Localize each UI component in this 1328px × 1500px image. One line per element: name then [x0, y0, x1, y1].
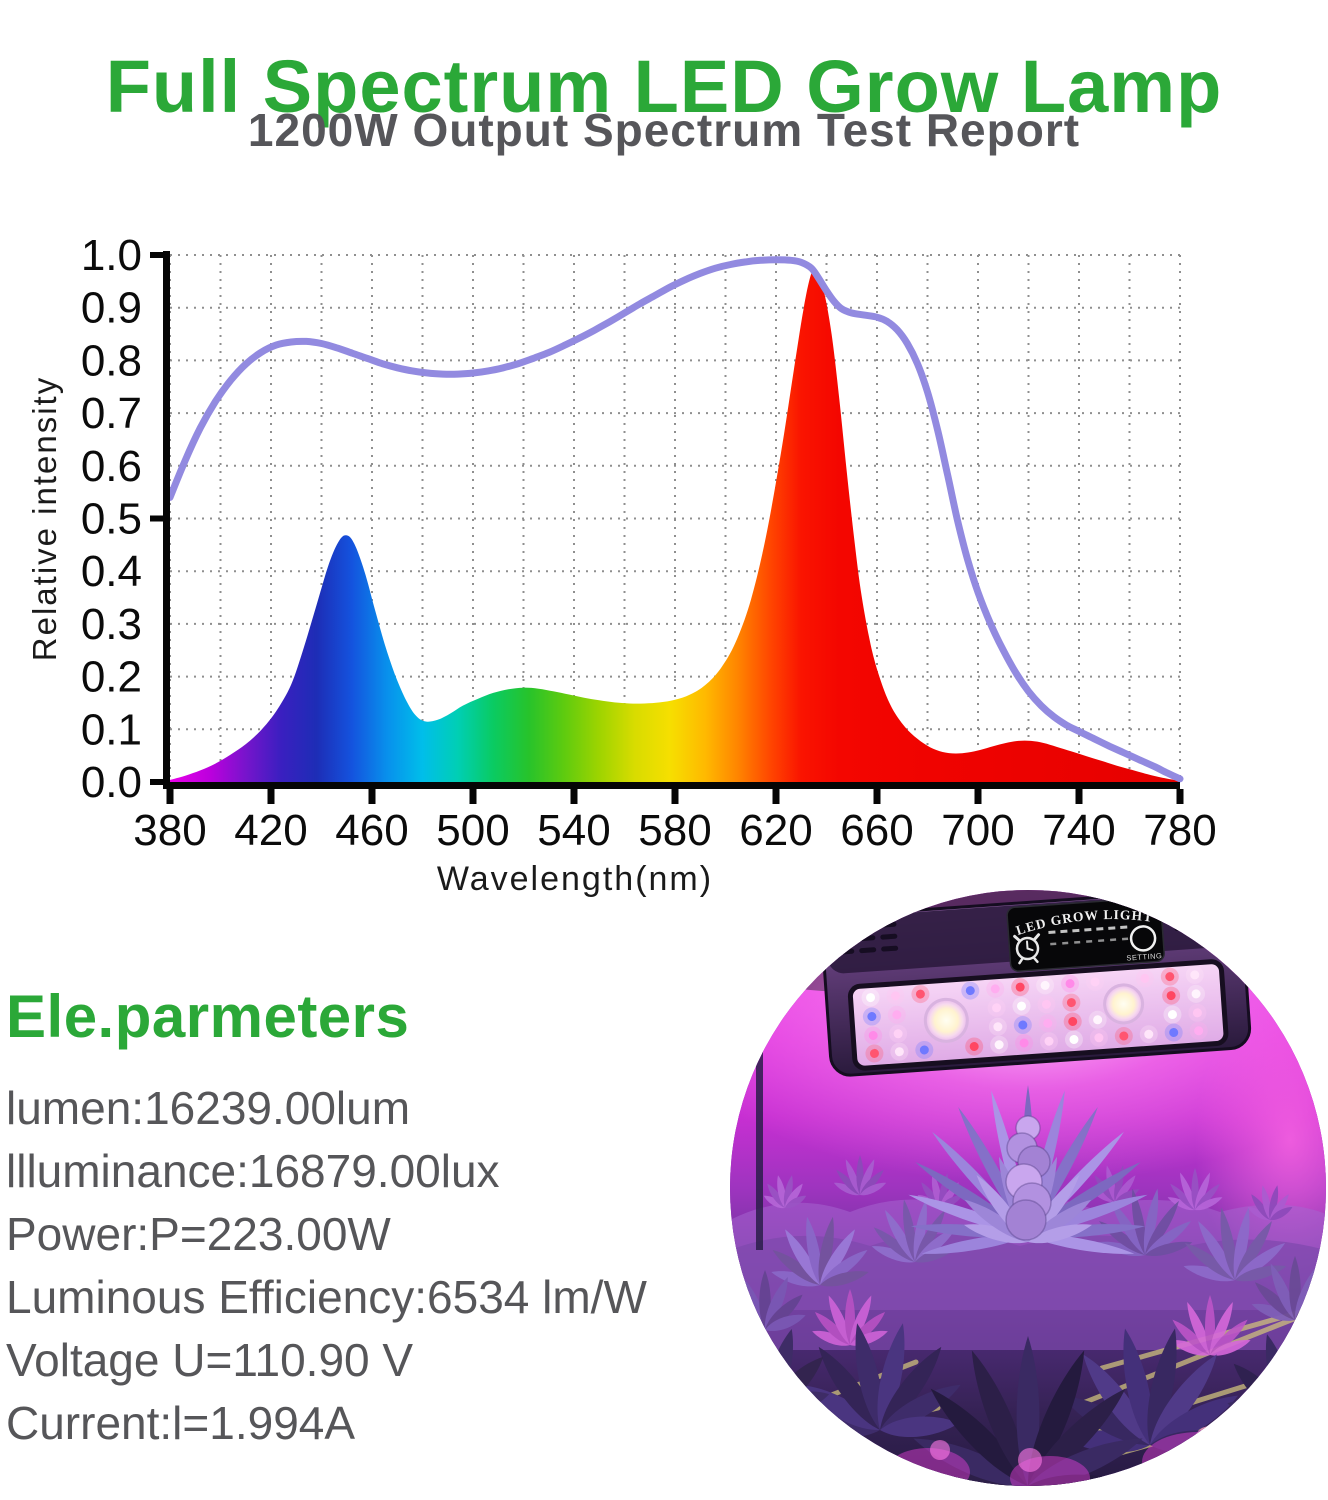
leaf-fan — [833, 1155, 887, 1196]
label-scale-marks — [1048, 925, 1129, 946]
electrical-parameters: Ele.parmeters lumen:16239.00lum lllumina… — [6, 982, 706, 1455]
parameter-current: Current:l=1.994A — [6, 1397, 356, 1449]
x-tick-label: 540 — [537, 806, 610, 855]
spectrum-area-series — [170, 269, 1180, 782]
setting-knob-icon — [1129, 925, 1157, 952]
y-axis-title: Relative intensity — [30, 376, 63, 661]
hanging-pole — [756, 990, 763, 1250]
led-grow-lamp: LED GROW LIGHT SETTING — [820, 890, 1252, 1077]
x-tick-label: 580 — [638, 806, 711, 855]
x-tick-label: 620 — [739, 806, 812, 855]
spectrum-chart: 0.00.10.20.30.40.50.60.70.80.91.0 380 420 4… — [30, 231, 1217, 898]
page-title: Full Spectrum LED Grow Lamp — [105, 44, 1223, 128]
parameters-heading: Ele.parmeters — [6, 983, 410, 1050]
y-tick-label: 0.0 — [81, 758, 142, 807]
axes — [150, 251, 1184, 804]
page-subtitle: 1200W Output Spectrum Test Report — [247, 104, 1081, 156]
leaf-fan — [1247, 1185, 1293, 1221]
leaf-fan — [763, 1175, 807, 1209]
cob-led-left — [923, 997, 969, 1043]
central-plant-bud — [1005, 1115, 1052, 1241]
grow-room-scene: LED GROW LIGHT SETTING — [730, 890, 1326, 1486]
leaf-fan — [1167, 1168, 1223, 1211]
x-tick-label: 420 — [234, 806, 307, 855]
y-tick-label: 0.1 — [81, 705, 142, 754]
axis-labels: 0.00.10.20.30.40.50.60.70.80.91.0 380 420 4… — [30, 231, 1217, 898]
leaf-fan — [1183, 1207, 1287, 1282]
envelope-line-series — [166, 256, 1184, 783]
timer-clock-icon — [1013, 933, 1041, 965]
cob-led-right — [1103, 983, 1145, 1025]
y-tick-label: 0.9 — [81, 284, 142, 333]
parameter-luminous-efficiency: Luminous Efficiency:6534 lm/W — [6, 1271, 647, 1323]
y-tick-label: 0.6 — [81, 442, 142, 491]
x-tick-label: 500 — [436, 806, 509, 855]
y-tick-label: 0.7 — [81, 389, 142, 438]
x-axis-title: Wavelength(nm) — [437, 860, 713, 898]
x-tick-label: 740 — [1042, 806, 1115, 855]
parameter-illuminance: llluminance:16879.00lux — [6, 1145, 500, 1197]
grow-light-photo: LED GROW LIGHT SETTING — [730, 890, 1326, 1486]
y-tick-label: 0.4 — [81, 547, 142, 596]
control-label-plate — [1006, 896, 1165, 972]
parameter-lumen: lumen:16239.00lum — [6, 1082, 411, 1134]
y-tick-label: 1.0 — [81, 231, 142, 280]
x-tick-label: 700 — [941, 806, 1014, 855]
y-tick-label: 0.2 — [81, 653, 142, 702]
x-tick-label: 660 — [840, 806, 913, 855]
leaf-fan — [1169, 1295, 1251, 1356]
x-tick-label: 780 — [1143, 806, 1216, 855]
led-dots — [861, 965, 1208, 1063]
x-tick-label: 380 — [133, 806, 206, 855]
y-tick-label: 0.8 — [81, 336, 142, 385]
parameter-voltage: Voltage U=110.90 V — [6, 1334, 414, 1386]
y-tick-label: 0.3 — [81, 600, 142, 649]
x-tick-label: 460 — [335, 806, 408, 855]
parameter-power: Power:P=223.00W — [6, 1208, 391, 1260]
y-tick-label: 0.5 — [81, 495, 142, 544]
leaf-fan — [871, 1199, 959, 1263]
leaf-fan — [771, 1216, 869, 1287]
setting-knob-label: SETTING — [1126, 951, 1163, 962]
